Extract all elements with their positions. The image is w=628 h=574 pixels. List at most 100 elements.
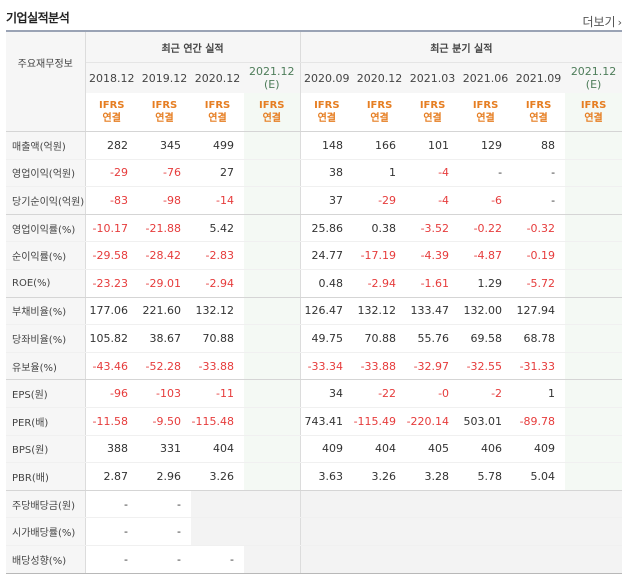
value-cell: -2.94 <box>353 269 407 298</box>
value-cell: 25.86 <box>299 214 354 243</box>
estimate-cell <box>244 131 301 160</box>
value-cell: -0.19 <box>512 241 566 270</box>
value-cell: - <box>138 517 191 546</box>
value-cell: - <box>512 159 566 188</box>
estimate-cell <box>244 517 301 546</box>
value-cell: -9.50 <box>138 407 191 436</box>
estimate-cell <box>565 352 623 381</box>
estimate-cell <box>244 297 301 326</box>
chevron-right-icon: › <box>617 16 622 29</box>
value-cell <box>459 545 513 574</box>
value-cell: 68.78 <box>512 324 566 353</box>
value-cell: -2 <box>459 379 513 408</box>
year-header: 2021.09 <box>512 62 566 93</box>
value-cell: - <box>512 186 566 215</box>
value-cell: 406 <box>459 435 513 464</box>
value-cell: 221.60 <box>138 297 191 326</box>
estimate-cell <box>565 214 623 243</box>
value-cell: 5.42 <box>191 214 244 243</box>
estimate-cell <box>565 131 623 160</box>
ifrs-badge: IFRS 연결 <box>191 93 244 132</box>
value-cell: 743.41 <box>299 407 354 436</box>
value-cell: 282 <box>85 131 138 160</box>
section-header: 기업실적분석 더보기 › <box>0 0 628 30</box>
section-title: 기업실적분석 <box>6 11 70 25</box>
value-cell: - <box>191 545 244 574</box>
value-cell: 3.26 <box>191 462 244 491</box>
year-header: 2020.12 <box>353 62 407 93</box>
ifrs-label: IFRS <box>259 100 285 111</box>
ifrs-label: IFRS <box>419 100 446 111</box>
value-cell: -4 <box>406 186 460 215</box>
ifrs-label: IFRS <box>314 100 340 111</box>
estimate-cell <box>565 407 623 436</box>
row-label: 부채비율(%) <box>6 297 86 326</box>
estimate-cell <box>244 214 301 243</box>
label-column-header: 주요재무정보 <box>6 31 86 93</box>
value-cell: -2.94 <box>191 269 244 298</box>
ifrs-badge: IFRS 연결 <box>512 93 566 132</box>
ifrs-badge: IFRS 연결 <box>459 93 513 132</box>
table-row: 매출액(억원) 282 345 499 148 166 101 129 88 <box>6 131 623 160</box>
value-cell: 166 <box>353 131 407 160</box>
value-cell: 70.88 <box>353 324 407 353</box>
value-cell: 2.87 <box>85 462 138 491</box>
value-cell: 132.00 <box>459 297 513 326</box>
value-cell: -6 <box>459 186 513 215</box>
value-cell: -76 <box>138 159 191 188</box>
value-cell: -32.97 <box>406 352 460 381</box>
consolidated-label: 연결 <box>262 113 281 124</box>
value-cell: -11 <box>191 379 244 408</box>
value-cell: -96 <box>85 379 138 408</box>
value-cell: 133.47 <box>406 297 460 326</box>
row-label <box>6 93 86 132</box>
row-label: PBR(배) <box>6 462 86 491</box>
value-cell: 0.38 <box>353 214 407 243</box>
value-cell: -21.88 <box>138 214 191 243</box>
ifrs-badge: IFRS 연결 <box>353 93 407 132</box>
value-cell: -83 <box>85 186 138 215</box>
value-cell: 404 <box>191 435 244 464</box>
value-cell <box>299 490 354 519</box>
value-cell: 3.26 <box>353 462 407 491</box>
value-cell: 37 <box>299 186 354 215</box>
year-header: 2018.12 <box>85 62 138 93</box>
consolidated-label: 연결 <box>584 113 603 124</box>
consolidated-label: 연결 <box>102 113 121 124</box>
ifrs-badge: IFRS 연결 <box>406 93 460 132</box>
table-row: PBR(배) 2.87 2.96 3.26 3.63 3.26 3.28 5.78 5.04 <box>6 462 623 491</box>
year-header: 2020.09 <box>299 62 354 93</box>
table-row: 당좌비율(%) 105.82 38.67 70.88 49.75 70.88 55.76 69… <box>6 324 623 353</box>
financial-table: 주요재무정보 최근 연간 실적 최근 분기 실적 2018.12 2019.12 2… <box>6 30 623 574</box>
estimate-cell <box>565 435 623 464</box>
value-cell: 132.12 <box>353 297 407 326</box>
estimate-cell <box>565 159 623 188</box>
row-label: 영업이익률(%) <box>6 214 86 243</box>
row-label: ROE(%) <box>6 269 86 298</box>
more-link[interactable]: 더보기 › <box>582 13 622 30</box>
estimate-cell <box>565 517 623 546</box>
value-cell <box>512 490 566 519</box>
row-label: 유보율(%) <box>6 352 86 381</box>
year-header: 2019.12 <box>138 62 191 93</box>
value-cell: 49.75 <box>299 324 354 353</box>
value-cell: 27 <box>191 159 244 188</box>
table-row: ROE(%) -23.23 -29.01 -2.94 0.48 -2.94 -1.61 1.2… <box>6 269 623 298</box>
ifrs-label: IFRS <box>525 100 552 111</box>
year-header: 2020.12 <box>191 62 244 93</box>
value-cell: 1 <box>353 159 407 188</box>
estimate-cell <box>244 159 301 188</box>
value-cell: 409 <box>299 435 354 464</box>
value-cell: 105.82 <box>85 324 138 353</box>
value-cell: -52.28 <box>138 352 191 381</box>
ifrs-label: IFRS <box>366 100 393 111</box>
ifrs-row: IFRS 연결 IFRS 연결 IFRS 연결 IFRS 연결 IFRS 연결 IFRS 연결 IFRS… <box>6 93 623 132</box>
table-row: EPS(원) -96 -103 -11 34 -22 -0 -2 1 <box>6 379 623 408</box>
consolidated-label: 연결 <box>529 113 548 124</box>
table-row: 영업이익(억원) -29 -76 27 38 1 -4- - <box>6 159 623 188</box>
value-cell <box>512 517 566 546</box>
estimate-cell <box>244 490 301 519</box>
value-cell: -0.22 <box>459 214 513 243</box>
value-cell: 499 <box>191 131 244 160</box>
ifrs-label: IFRS <box>580 100 607 111</box>
